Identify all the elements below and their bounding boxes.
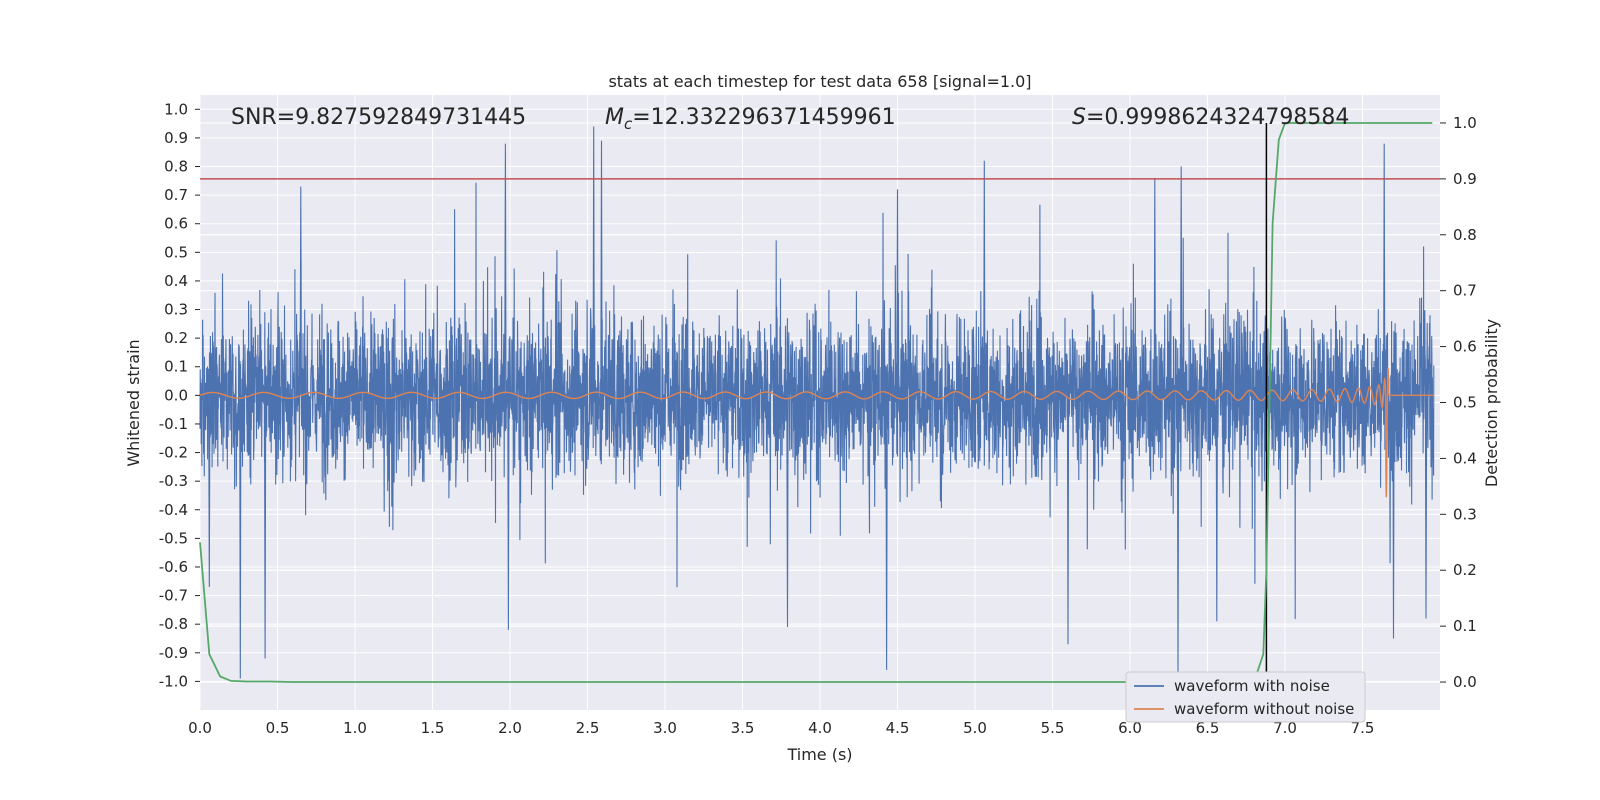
chirp-mass-annotation: Mc=12.332296371459961 bbox=[605, 105, 896, 133]
chirp-mass-symbol: M bbox=[605, 105, 624, 130]
y-tick-label: 0.9 bbox=[164, 129, 188, 147]
y2-tick-label: 0.6 bbox=[1453, 338, 1477, 356]
y2-tick-label: 0.4 bbox=[1453, 449, 1477, 467]
chart-title: stats at each timestep for test data 658… bbox=[608, 72, 1031, 91]
y2-tick-label: 0.9 bbox=[1453, 170, 1477, 188]
score-symbol: S bbox=[1072, 105, 1086, 130]
x-tick-label: 3.5 bbox=[731, 719, 755, 737]
tick-labels: 0.0 0.5 1.0 1.5 2.0 2.5 3.0 3.5 4.0 4.5 5.0 5.5 6.0 6… bbox=[159, 100, 1477, 737]
y-tick-label: 0.4 bbox=[164, 272, 188, 290]
y-tick-label: -1.0 bbox=[159, 672, 188, 690]
chirp-mass-subscript: c bbox=[624, 115, 633, 133]
probability-series bbox=[199, 122, 1433, 683]
x-tick-label: 3.0 bbox=[653, 719, 677, 737]
y-tick-label: 0.5 bbox=[164, 243, 188, 261]
y-tick-label: -0.5 bbox=[159, 529, 188, 547]
legend: waveform with noise waveform without noi… bbox=[1125, 671, 1366, 723]
y-tick-label: 0.7 bbox=[164, 186, 188, 204]
x-tick-label: 1.0 bbox=[343, 719, 367, 737]
x-tick-label: 4.0 bbox=[808, 719, 832, 737]
x-tick-label: 4.5 bbox=[886, 719, 910, 737]
clean-waveform-line bbox=[199, 367, 1434, 498]
x-axis-label: Time (s) bbox=[786, 745, 852, 764]
x-tick-label: 7.0 bbox=[1273, 719, 1297, 737]
x-tick-label: 5.5 bbox=[1041, 719, 1065, 737]
x-tick-label: 6.0 bbox=[1118, 719, 1142, 737]
snr-annotation: SNR=9.827592849731445 bbox=[231, 105, 526, 130]
y2-tick-label: 0.8 bbox=[1453, 226, 1477, 244]
legend-box bbox=[1125, 671, 1366, 723]
y-tick-label: 0.0 bbox=[164, 386, 188, 404]
x-tick-label: 1.5 bbox=[421, 719, 445, 737]
legend-label-clean: waveform without noise bbox=[1174, 700, 1354, 718]
y-tick-label: 0.1 bbox=[164, 358, 188, 376]
y2-tick-label: 1.0 bbox=[1453, 114, 1477, 132]
score-value: =0.9998624324798584 bbox=[1086, 105, 1349, 130]
x-tick-label: 2.5 bbox=[576, 719, 600, 737]
probability-line bbox=[199, 122, 1433, 683]
chirp-mass-value: =12.332296371459961 bbox=[632, 105, 895, 130]
y2-tick-label: 0.3 bbox=[1453, 505, 1477, 523]
y2-tick-label: 0.2 bbox=[1453, 561, 1477, 579]
x-tick-label: 5.0 bbox=[963, 719, 987, 737]
score-annotation: S=0.9998624324798584 bbox=[1072, 105, 1349, 130]
y-tick-label: 1.0 bbox=[164, 100, 188, 118]
y-tick-label: 0.6 bbox=[164, 215, 188, 233]
y-tick-label: -0.1 bbox=[159, 415, 188, 433]
y-tick-label: -0.6 bbox=[159, 558, 188, 576]
y-tick-label: 0.8 bbox=[164, 158, 188, 176]
x-tick-label: 0.5 bbox=[266, 719, 290, 737]
y-tick-label: -0.9 bbox=[159, 644, 188, 662]
legend-label-noise: waveform with noise bbox=[1174, 677, 1330, 695]
y-tick-label: -0.3 bbox=[159, 472, 188, 490]
x-tick-label: 6.5 bbox=[1196, 719, 1220, 737]
y2-tick-label: 0.0 bbox=[1453, 673, 1477, 691]
y-tick-label: -0.4 bbox=[159, 501, 188, 519]
x-tick-label: 7.5 bbox=[1351, 719, 1375, 737]
y-tick-label: -0.2 bbox=[159, 444, 188, 462]
x-tick-label: 2.0 bbox=[498, 719, 522, 737]
y2-tick-label: 0.1 bbox=[1453, 617, 1477, 635]
x-tick-label: 0.0 bbox=[188, 719, 212, 737]
y-tick-label: -0.8 bbox=[159, 615, 188, 633]
y-axis-label: Whitened strain bbox=[124, 339, 143, 466]
y2-axis-label: Detection probability bbox=[1482, 319, 1501, 487]
clean-waveform-series bbox=[199, 367, 1434, 498]
y2-tick-label: 0.5 bbox=[1453, 394, 1477, 412]
y-tick-label: 0.3 bbox=[164, 301, 188, 319]
y2-tick-label: 0.7 bbox=[1453, 282, 1477, 300]
y-tick-label: 0.2 bbox=[164, 329, 188, 347]
y-tick-label: -0.7 bbox=[159, 587, 188, 605]
